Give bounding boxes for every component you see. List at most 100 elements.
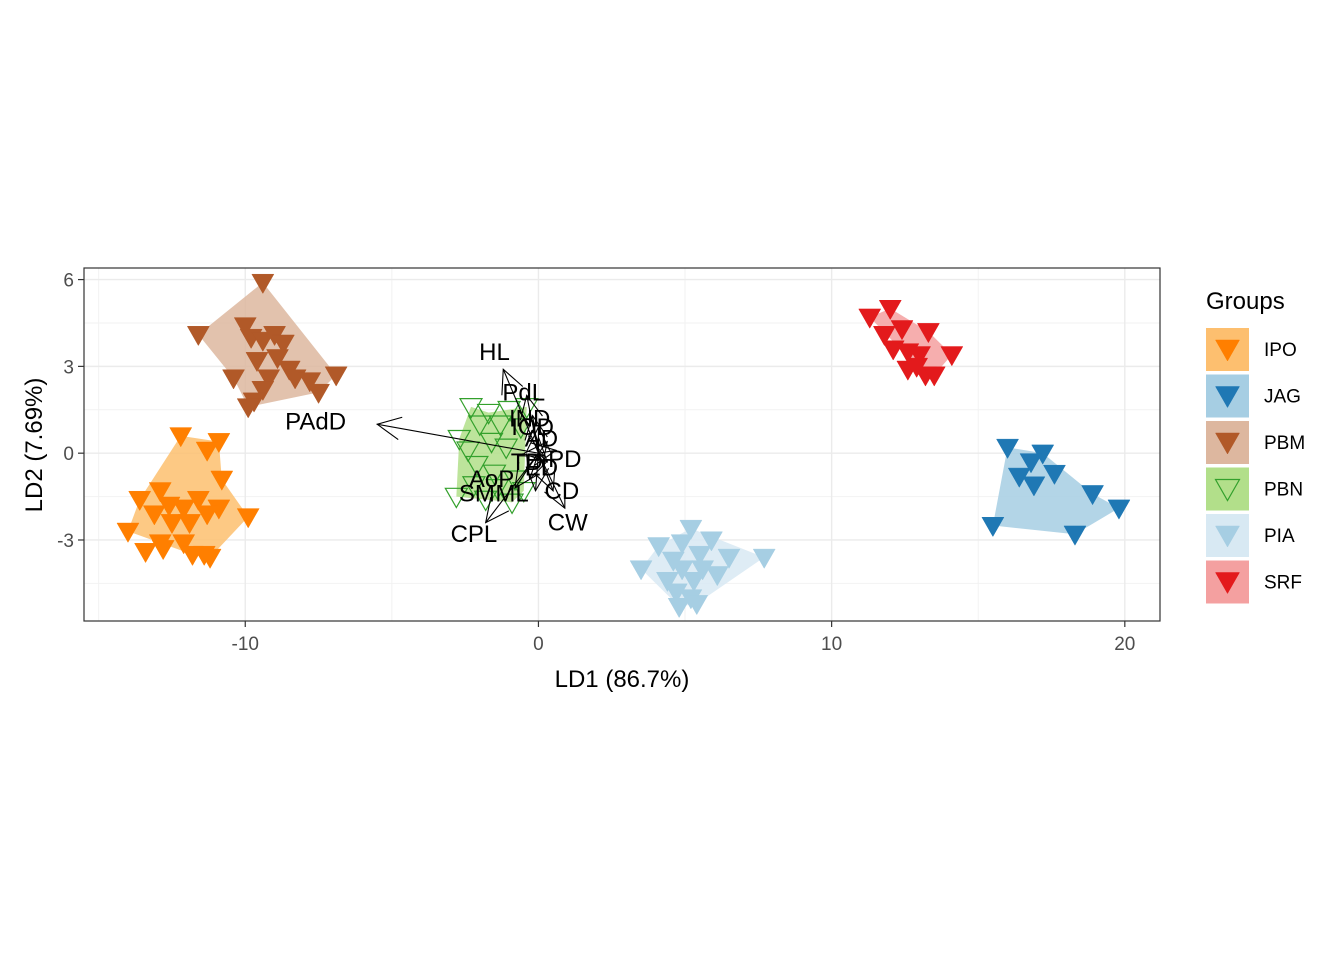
point-pia: [679, 519, 703, 540]
loading-arrow-shaft: [529, 453, 539, 480]
legend-label: PBN: [1264, 480, 1303, 501]
y-tick-label: 3: [63, 357, 74, 378]
loading-pd: PD: [530, 442, 582, 473]
loading-label: PdL: [502, 379, 545, 406]
point-pia: [691, 560, 715, 581]
loading-arrow-shaft: [377, 423, 539, 454]
point-ipo: [134, 543, 158, 564]
hull-srf: [869, 308, 952, 376]
legend-marker: [1215, 432, 1240, 455]
legend-marker: [1215, 525, 1240, 548]
loading-arrow-shaft: [538, 452, 548, 463]
point-ipo: [195, 441, 219, 462]
legend: Groups IPO JAG PBM PBN PIA SRF: [1206, 288, 1305, 604]
point-pbm: [233, 317, 257, 338]
series-ipo: [116, 427, 260, 569]
loading-arrow-head: [514, 462, 538, 489]
loading-sm: SM: [459, 452, 539, 508]
point-pia: [717, 548, 741, 569]
legend-item-pbn: PBN: [1206, 467, 1303, 511]
point-pia: [670, 534, 694, 555]
point-pbn: [461, 476, 486, 498]
point-pbm: [307, 383, 330, 404]
loading-label: IOD: [511, 414, 554, 441]
legend-item-jag: JAG: [1206, 374, 1301, 418]
point-pia: [688, 545, 712, 566]
point-pbm: [245, 352, 269, 373]
loading-ind: IND: [509, 405, 550, 454]
loading-label: IND: [509, 405, 550, 432]
point-pbn: [467, 415, 492, 437]
point-pbm: [266, 349, 289, 370]
point-pbn: [458, 398, 484, 420]
point-ipo: [178, 514, 201, 535]
hull-pbn: [456, 406, 527, 503]
loading-arrow-shaft: [485, 452, 539, 523]
point-srf: [908, 346, 932, 367]
series-pia: [629, 519, 776, 619]
point-pbn: [500, 493, 525, 515]
point-jag: [996, 438, 1019, 459]
point-ipo: [148, 482, 172, 503]
x-tick-label: 10: [821, 634, 842, 655]
loading-label: PD: [548, 446, 581, 473]
point-ipo: [151, 540, 175, 561]
point-pbn: [464, 455, 489, 477]
loading-arrow-head: [484, 497, 510, 524]
loading-arrow-shaft: [537, 452, 566, 509]
legend-marker: [1215, 339, 1240, 362]
point-ipo: [236, 508, 260, 529]
x-tick-label: 20: [1114, 634, 1135, 655]
point-jag: [1043, 464, 1066, 485]
legend-label: PBM: [1264, 433, 1305, 454]
loading-arrow-head: [501, 368, 524, 396]
loading-arrow-head: [544, 482, 566, 510]
point-pbn: [488, 415, 513, 437]
point-pbm: [251, 381, 275, 402]
point-pbm: [222, 369, 245, 390]
y-axis-title: LD2 (7.69%): [21, 378, 48, 513]
point-pbn: [485, 479, 510, 501]
point-ipo: [195, 505, 219, 526]
loading-arrow-shaft: [534, 453, 539, 491]
loading-arrow-head: [375, 416, 403, 440]
legend-title: Groups: [1206, 288, 1285, 315]
point-srf: [872, 326, 896, 347]
loading-arrow-head: [524, 414, 548, 441]
loading-cw: CW: [537, 452, 588, 537]
point-ipo: [172, 534, 196, 555]
point-pia: [667, 598, 691, 619]
legend-label: IPO: [1264, 340, 1297, 361]
point-pia: [656, 571, 679, 592]
loading-label: SM: [459, 481, 495, 508]
point-pbm: [271, 334, 295, 355]
point-pia: [682, 571, 706, 592]
y-tick-label: 6: [63, 271, 74, 292]
hull-ipo: [127, 435, 249, 558]
point-pbm: [324, 366, 348, 387]
point-pia: [647, 537, 671, 558]
point-pbm: [298, 372, 322, 393]
point-ipo: [198, 548, 222, 569]
point-pbn: [473, 490, 498, 512]
point-srf: [890, 320, 914, 341]
point-pbm: [251, 331, 275, 352]
point-ipo: [172, 499, 196, 520]
loading-label: PAdD: [285, 408, 346, 435]
point-pbm: [251, 273, 275, 294]
point-pia: [699, 531, 723, 552]
loading-label: CW: [548, 510, 588, 537]
point-pbm: [236, 398, 260, 419]
loading-label: HL: [479, 339, 510, 366]
point-srf: [940, 346, 964, 367]
loading-label: AoP: [469, 466, 514, 493]
legend-item-pia: PIA: [1206, 514, 1295, 557]
loading-label: AD: [525, 426, 558, 453]
loading-arrow-head: [519, 394, 543, 421]
legend-marker: [1215, 386, 1240, 409]
point-pia: [629, 560, 653, 581]
point-pia: [670, 560, 694, 581]
legend-label: SRF: [1264, 573, 1302, 594]
loading-cpl: CPL: [451, 452, 539, 548]
point-ipo: [116, 522, 140, 543]
